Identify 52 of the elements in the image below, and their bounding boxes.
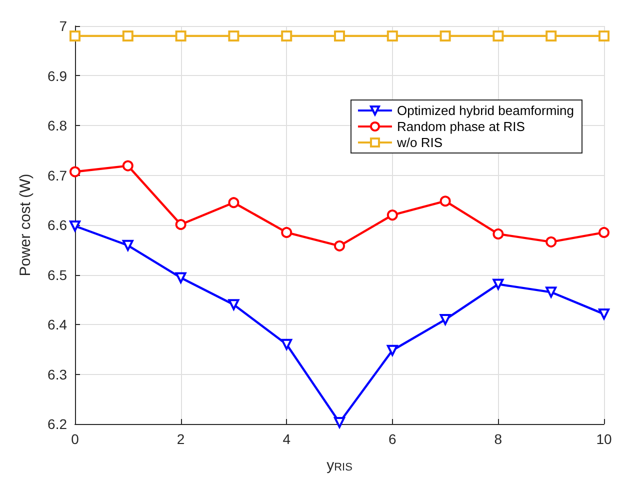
- y-tick-label: 6.7: [48, 167, 68, 184]
- y-tick-label: 6.8: [48, 118, 68, 134]
- y-tick-label: 6.9: [48, 68, 68, 84]
- point: [334, 30, 345, 42]
- y-tick-label: 6.3: [48, 366, 68, 382]
- point: [281, 226, 292, 238]
- point: [334, 417, 345, 428]
- x-tick-label: 0: [71, 431, 80, 447]
- x-tick-label: 6: [388, 431, 396, 447]
- point: [440, 30, 451, 42]
- point: [122, 240, 134, 251]
- point: [440, 314, 451, 326]
- y-tick-label: 6.6: [48, 217, 68, 233]
- point: [281, 338, 292, 350]
- point: [492, 278, 504, 290]
- x-tick-label: 2: [176, 431, 185, 447]
- point: [228, 30, 240, 42]
- x-tick-label: 8: [494, 431, 502, 447]
- point: [70, 30, 80, 42]
- point: [492, 228, 504, 240]
- point: [440, 196, 451, 207]
- legend-label: w/o RIS: [396, 135, 443, 150]
- legend-label: Random phase at RIS: [396, 119, 526, 134]
- x-tick-label: 10: [596, 431, 612, 447]
- x-axis-title: yRIS: [326, 457, 352, 474]
- point: [598, 226, 610, 238]
- point: [281, 30, 292, 42]
- point: [175, 30, 186, 42]
- point: [598, 30, 610, 42]
- point: [175, 272, 186, 284]
- legend-label: Optimized hybrid beamforming: [396, 103, 574, 118]
- point: [228, 197, 240, 208]
- point: [122, 30, 134, 42]
- point: [228, 299, 240, 310]
- point: [334, 240, 345, 252]
- point: [122, 160, 134, 172]
- y-tick-label: 7: [59, 18, 68, 34]
- y-tick-label: 6.4: [48, 316, 68, 332]
- point: [386, 30, 398, 42]
- y-axis-title: Power cost (W): [17, 174, 34, 276]
- point: [546, 286, 557, 298]
- point: [175, 219, 186, 230]
- point: [492, 30, 504, 42]
- point: [546, 30, 557, 42]
- y-tick-label: 6.2: [48, 416, 68, 432]
- point: [386, 210, 398, 221]
- x-tick-label: 4: [282, 431, 291, 447]
- y-tick-label: 6.5: [48, 266, 68, 283]
- point: [386, 344, 398, 356]
- point: [546, 236, 557, 248]
- point: [70, 166, 80, 178]
- point: [598, 308, 610, 320]
